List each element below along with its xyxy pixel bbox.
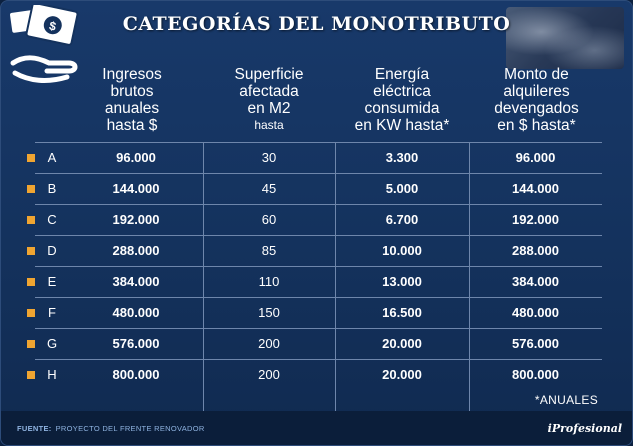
alquileres-value: 800.000 bbox=[512, 367, 559, 382]
energia-value: 10.000 bbox=[382, 243, 422, 258]
header-superficie: Superficie afectada en M2 hasta bbox=[234, 66, 304, 132]
table-row: G 576.000 200 20.000 576.000 bbox=[27, 328, 602, 359]
alquileres-value: 384.000 bbox=[512, 274, 559, 289]
superficie-value: 110 bbox=[258, 274, 280, 289]
category-letter: B bbox=[47, 181, 57, 196]
brand-logo: iProfesional bbox=[547, 422, 622, 435]
superficie-value: 150 bbox=[258, 305, 280, 320]
category-letter: C bbox=[47, 212, 57, 227]
table-row: A 96.000 30 3.300 96.000 bbox=[27, 142, 602, 173]
category-letter: E bbox=[47, 274, 57, 289]
categories-table: Ingresos brutos anuales hasta $ Superfic… bbox=[27, 66, 602, 445]
ingresos-value: 192.000 bbox=[112, 212, 160, 227]
superficie-value: 60 bbox=[261, 212, 277, 227]
table-header: Ingresos brutos anuales hasta $ Superfic… bbox=[35, 66, 602, 142]
header-ingresos: Ingresos brutos anuales hasta $ bbox=[102, 66, 162, 134]
energia-value: 5.000 bbox=[385, 181, 419, 196]
bullet-icon bbox=[27, 340, 35, 348]
energia-value: 16.500 bbox=[382, 305, 422, 320]
bullet-icon bbox=[27, 371, 35, 379]
superficie-value: 200 bbox=[258, 367, 280, 382]
source-label: FUENTE: bbox=[17, 424, 52, 433]
category-letter: H bbox=[47, 367, 57, 382]
column-divider bbox=[335, 142, 336, 445]
bullet-icon bbox=[27, 278, 35, 286]
superficie-value: 30 bbox=[261, 150, 277, 165]
table-row: H 800.000 200 20.000 800.000 bbox=[27, 359, 602, 390]
energia-value: 20.000 bbox=[382, 336, 422, 351]
superficie-value: 85 bbox=[261, 243, 277, 258]
header-energia: Energía eléctrica consumida en KW hasta* bbox=[354, 66, 450, 134]
alquileres-value: 480.000 bbox=[512, 305, 559, 320]
ingresos-value: 480.000 bbox=[112, 305, 160, 320]
ingresos-value: 288.000 bbox=[112, 243, 160, 258]
bullet-icon bbox=[27, 309, 35, 317]
ingresos-value: 384.000 bbox=[112, 274, 160, 289]
category-letter: A bbox=[47, 150, 57, 165]
superficie-value: 45 bbox=[261, 181, 277, 196]
alquileres-value: 192.000 bbox=[512, 212, 559, 227]
column-divider bbox=[203, 142, 204, 445]
header-photo bbox=[506, 7, 624, 69]
hand-money-icon: $ bbox=[10, 5, 79, 83]
superficie-value: 200 bbox=[258, 336, 280, 351]
ingresos-value: 96.000 bbox=[116, 150, 156, 165]
bullet-icon bbox=[27, 216, 35, 224]
bullet-icon bbox=[27, 185, 35, 193]
table-row: D 288.000 85 10.000 288.000 bbox=[27, 235, 602, 266]
category-letter: D bbox=[47, 243, 57, 258]
energia-value: 13.000 bbox=[382, 274, 422, 289]
ingresos-value: 144.000 bbox=[112, 181, 160, 196]
ingresos-value: 800.000 bbox=[112, 367, 160, 382]
table-row: E 384.000 110 13.000 384.000 bbox=[27, 266, 602, 297]
alquileres-value: 288.000 bbox=[512, 243, 559, 258]
ingresos-value: 576.000 bbox=[112, 336, 160, 351]
alquileres-value: 96.000 bbox=[515, 150, 556, 165]
page-title: CATEGORÍAS DEL MONOTRIBUTO bbox=[122, 13, 511, 35]
category-letter: G bbox=[46, 336, 58, 351]
energia-value: 3.300 bbox=[385, 150, 419, 165]
table-row: C 192.000 60 6.700 192.000 bbox=[27, 204, 602, 235]
svg-text:$: $ bbox=[48, 19, 58, 34]
bullet-icon bbox=[27, 247, 35, 255]
header-alquileres: Monto de alquileres devengados en $ hast… bbox=[494, 66, 579, 134]
category-letter: F bbox=[48, 305, 56, 320]
alquileres-value: 576.000 bbox=[512, 336, 559, 351]
table-row: B 144.000 45 5.000 144.000 bbox=[27, 173, 602, 204]
source-text: PROYECTO DEL FRENTE RENOVADOR bbox=[55, 424, 205, 433]
table-row: F 480.000 150 16.500 480.000 bbox=[27, 297, 602, 328]
energia-value: 6.700 bbox=[385, 212, 419, 227]
alquileres-value: 144.000 bbox=[512, 181, 559, 196]
footer-bar: FUENTE: PROYECTO DEL FRENTE RENOVADOR iPr… bbox=[1, 411, 632, 445]
bullet-icon bbox=[27, 154, 35, 162]
energia-value: 20.000 bbox=[382, 367, 422, 382]
footnote: *ANUALES bbox=[534, 393, 598, 407]
source-note: FUENTE: PROYECTO DEL FRENTE RENOVADOR bbox=[17, 424, 205, 433]
column-divider bbox=[469, 142, 470, 445]
